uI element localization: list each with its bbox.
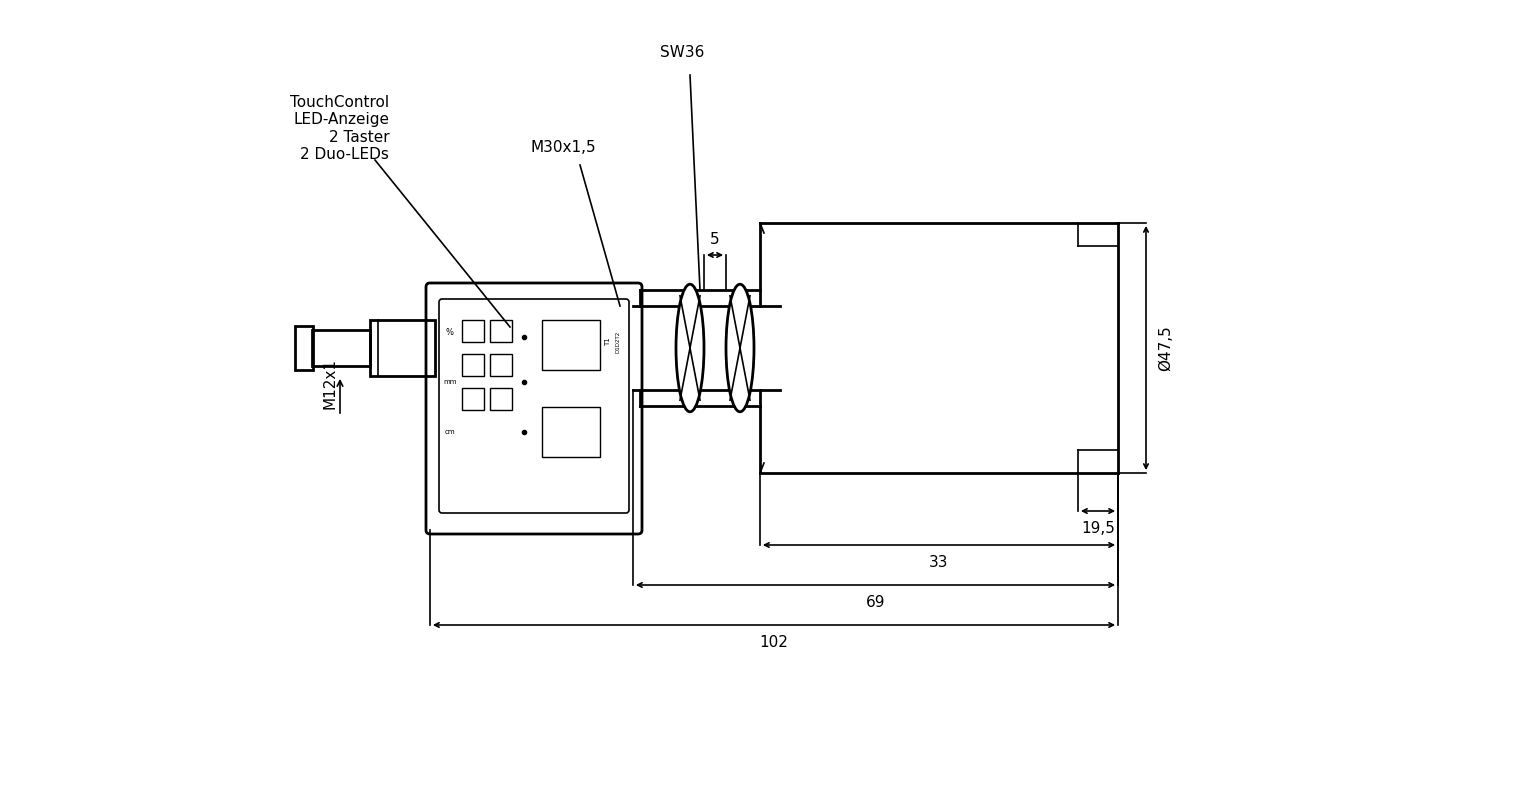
Text: 69: 69	[866, 595, 885, 610]
Bar	[490, 388, 511, 410]
Text: M30x1,5: M30x1,5	[530, 140, 596, 155]
Text: SW36: SW36	[660, 45, 705, 60]
Ellipse shape	[727, 284, 754, 412]
Bar	[462, 388, 484, 410]
Text: TouchControl
LED-Anzeige
2 Taster
2 Duo-LEDs: TouchControl LED-Anzeige 2 Taster 2 Duo-…	[290, 95, 389, 162]
Bar	[490, 320, 511, 342]
Text: 102: 102	[760, 635, 788, 650]
Text: %: %	[445, 328, 455, 336]
Text: mm: mm	[444, 379, 456, 385]
Bar	[462, 320, 484, 342]
Text: 19,5: 19,5	[1081, 521, 1115, 536]
Text: cm: cm	[445, 429, 455, 435]
Bar	[462, 354, 484, 376]
Text: 5: 5	[710, 232, 720, 247]
Bar	[295, 326, 313, 370]
Bar	[312, 330, 370, 366]
Text: 33: 33	[929, 555, 949, 570]
Ellipse shape	[676, 284, 703, 412]
Text: Ø47,5: Ø47,5	[1158, 325, 1174, 371]
Bar	[542, 320, 601, 370]
Text: M12x1: M12x1	[323, 358, 338, 409]
Bar	[370, 320, 435, 376]
Bar	[490, 354, 511, 376]
Bar	[542, 407, 601, 457]
Text: D1D2T2: D1D2T2	[616, 331, 621, 353]
Text: T1: T1	[605, 338, 611, 347]
